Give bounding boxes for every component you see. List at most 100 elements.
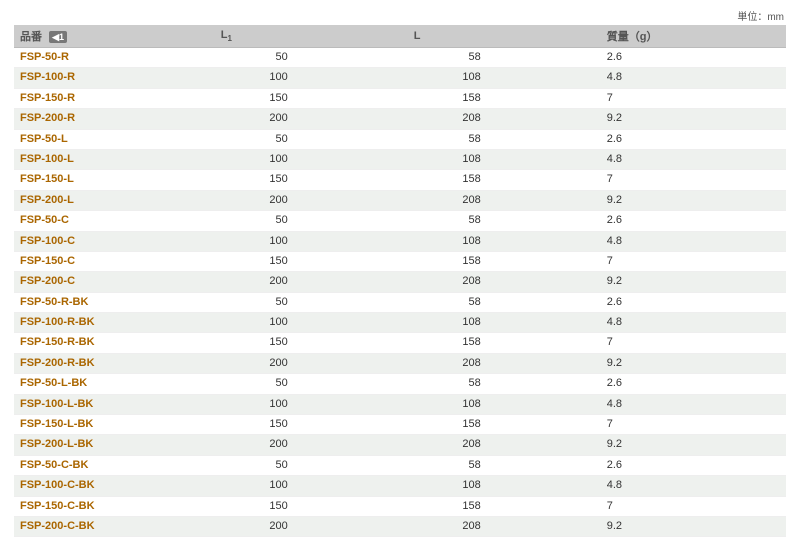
cell-l: 108 (408, 231, 601, 251)
table-row: FSP-200-L2002089.2 (14, 190, 786, 210)
cell-l: 158 (408, 333, 601, 353)
table-row: FSP-50-C50582.6 (14, 211, 786, 231)
cell-weight: 4.8 (601, 231, 786, 251)
cell-l: 58 (408, 211, 601, 231)
cell-partno: FSP-50-C (14, 211, 215, 231)
cell-l1: 100 (215, 149, 408, 169)
table-row: FSP-100-C-BK1001084.8 (14, 476, 786, 496)
table-row: FSP-50-L50582.6 (14, 129, 786, 149)
table-row: FSP-50-R50582.6 (14, 48, 786, 68)
cell-l1: 50 (215, 129, 408, 149)
table-row: FSP-100-L1001084.8 (14, 149, 786, 169)
cell-weight: 4.8 (601, 149, 786, 169)
table-row: FSP-150-R-BK1501587 (14, 333, 786, 353)
table-row: FSP-50-L-BK50582.6 (14, 374, 786, 394)
cell-l1: 150 (215, 88, 408, 108)
cell-partno: FSP-150-L (14, 170, 215, 190)
col-header-weight-label: 質量（g） (607, 31, 658, 43)
cell-partno: FSP-100-C (14, 231, 215, 251)
spec-table: 品番 ◀1 L1 L 質量（g） FSP-50-R50582.6FSP-100-… (14, 25, 786, 537)
cell-l1: 50 (215, 292, 408, 312)
col-header-l[interactable]: L (408, 25, 601, 48)
cell-l: 108 (408, 313, 601, 333)
table-row: FSP-100-R-BK1001084.8 (14, 313, 786, 333)
cell-partno: FSP-100-L-BK (14, 394, 215, 414)
cell-weight: 9.2 (601, 272, 786, 292)
cell-weight: 7 (601, 333, 786, 353)
cell-partno: FSP-200-C (14, 272, 215, 292)
col-header-partno-label: 品番 (20, 31, 42, 43)
cell-partno: FSP-200-R-BK (14, 353, 215, 373)
cell-weight: 2.6 (601, 48, 786, 68)
cell-partno: FSP-50-R (14, 48, 215, 68)
table-row: FSP-100-C1001084.8 (14, 231, 786, 251)
table-row: FSP-150-L1501587 (14, 170, 786, 190)
table-row: FSP-200-R2002089.2 (14, 109, 786, 129)
cell-partno: FSP-50-L-BK (14, 374, 215, 394)
table-row: FSP-150-L-BK1501587 (14, 415, 786, 435)
cell-weight: 2.6 (601, 374, 786, 394)
table-row: FSP-150-R1501587 (14, 88, 786, 108)
cell-l: 58 (408, 48, 601, 68)
cell-l1: 200 (215, 435, 408, 455)
cell-partno: FSP-150-C (14, 251, 215, 271)
col-header-l1[interactable]: L1 (215, 25, 408, 48)
table-row: FSP-50-R-BK50582.6 (14, 292, 786, 312)
table-row: FSP-150-C-BK1501587 (14, 496, 786, 516)
cell-weight: 4.8 (601, 68, 786, 88)
sort-icon[interactable]: ◀1 (49, 31, 67, 43)
unit-label: 単位：mm (14, 8, 786, 23)
table-row: FSP-200-C2002089.2 (14, 272, 786, 292)
cell-partno: FSP-50-L (14, 129, 215, 149)
cell-partno: FSP-150-C-BK (14, 496, 215, 516)
col-header-partno[interactable]: 品番 ◀1 (14, 25, 215, 48)
cell-weight: 4.8 (601, 394, 786, 414)
cell-l: 58 (408, 292, 601, 312)
col-header-l1-sub: 1 (227, 34, 231, 43)
table-row: FSP-50-C-BK50582.6 (14, 455, 786, 475)
cell-l: 108 (408, 476, 601, 496)
cell-weight: 2.6 (601, 211, 786, 231)
cell-weight: 2.6 (601, 129, 786, 149)
cell-partno: FSP-150-R (14, 88, 215, 108)
cell-l1: 200 (215, 190, 408, 210)
col-header-weight[interactable]: 質量（g） (601, 25, 786, 48)
cell-l: 58 (408, 374, 601, 394)
cell-weight: 4.8 (601, 313, 786, 333)
cell-l: 208 (408, 109, 601, 129)
cell-l: 108 (408, 149, 601, 169)
cell-l: 158 (408, 251, 601, 271)
cell-partno: FSP-100-R (14, 68, 215, 88)
cell-partno: FSP-100-L (14, 149, 215, 169)
cell-l: 158 (408, 88, 601, 108)
cell-l1: 100 (215, 476, 408, 496)
cell-weight: 2.6 (601, 455, 786, 475)
cell-partno: FSP-200-L-BK (14, 435, 215, 455)
cell-l: 108 (408, 394, 601, 414)
table-row: FSP-200-L-BK2002089.2 (14, 435, 786, 455)
cell-l: 58 (408, 455, 601, 475)
cell-l1: 100 (215, 231, 408, 251)
cell-l: 208 (408, 435, 601, 455)
cell-partno: FSP-100-R-BK (14, 313, 215, 333)
cell-l1: 50 (215, 48, 408, 68)
cell-partno: FSP-50-R-BK (14, 292, 215, 312)
cell-l1: 50 (215, 374, 408, 394)
cell-weight: 4.8 (601, 476, 786, 496)
cell-l: 158 (408, 415, 601, 435)
col-header-l-label: L (414, 30, 421, 42)
cell-l: 158 (408, 170, 601, 190)
cell-weight: 7 (601, 496, 786, 516)
cell-l1: 200 (215, 272, 408, 292)
cell-partno: FSP-50-C-BK (14, 455, 215, 475)
cell-weight: 9.2 (601, 353, 786, 373)
cell-partno: FSP-150-L-BK (14, 415, 215, 435)
cell-partno: FSP-200-L (14, 190, 215, 210)
cell-l1: 150 (215, 333, 408, 353)
cell-partno: FSP-100-C-BK (14, 476, 215, 496)
table-row: FSP-100-R1001084.8 (14, 68, 786, 88)
cell-l: 58 (408, 129, 601, 149)
cell-l1: 100 (215, 68, 408, 88)
cell-l: 108 (408, 68, 601, 88)
cell-l1: 150 (215, 251, 408, 271)
